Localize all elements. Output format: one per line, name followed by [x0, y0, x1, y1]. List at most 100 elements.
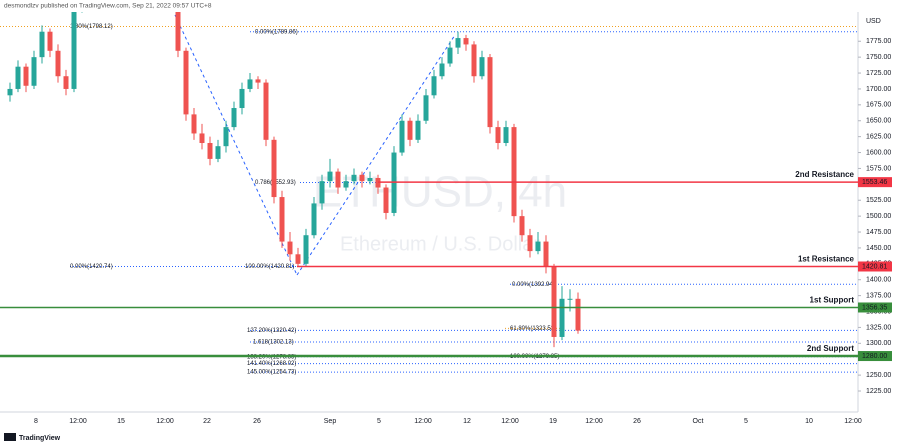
x-tick-label: 19: [549, 418, 557, 425]
fib-label: 1.618(1302.13): [253, 340, 294, 346]
price-tag-label: 1356.35: [862, 304, 887, 311]
candle-body: [423, 95, 429, 121]
candle-body: [223, 127, 229, 147]
x-tick-label: 26: [253, 418, 261, 425]
header: desmondlzv published on TradingView.com,…: [4, 3, 212, 10]
y-tick-label: 1500.00: [866, 213, 891, 220]
y-tick-label: 1725.00: [866, 70, 891, 77]
y-tick-label: 1575.00: [866, 165, 891, 172]
candle-body: [183, 50, 189, 115]
x-tick-label: 12:00: [156, 418, 174, 425]
candle-body: [439, 63, 445, 77]
candle-body: [247, 79, 253, 89]
fib-label: 0.00%(1392.94): [512, 282, 555, 288]
footer: TradingView: [19, 435, 61, 442]
candle-body: [255, 79, 261, 83]
candle-body: [519, 216, 525, 236]
y-tick-label: 1325.00: [866, 324, 891, 331]
candle-body: [39, 31, 45, 58]
candle-body: [327, 171, 333, 182]
candle-body: [271, 139, 277, 198]
candle-body: [527, 235, 533, 252]
candle-body: [23, 66, 29, 86]
candle-body: [335, 171, 341, 188]
x-tick-label: 10: [805, 418, 813, 425]
x-tick-label: 12:00: [844, 418, 862, 425]
level-name: 2nd Support: [807, 344, 854, 353]
watermark-subtitle: Ethereum / U.S. Dollar: [340, 233, 540, 255]
x-tick-label: 8: [34, 418, 38, 425]
candle-body: [447, 47, 453, 64]
candle-body: [559, 298, 565, 337]
candle-body: [567, 298, 573, 300]
candle-body: [303, 235, 309, 264]
fib-label: 0.00%(1420.74): [70, 264, 113, 270]
x-tick-label: Oct: [693, 418, 704, 425]
candle-body: [287, 241, 293, 255]
y-tick-label: 1775.00: [866, 38, 891, 45]
price-tag-label: 1553.46: [862, 179, 887, 186]
level-name: 2nd Resistance: [795, 170, 854, 179]
candle-body: [463, 38, 469, 45]
candle-body: [479, 57, 485, 77]
y-tick-label: 1625.00: [866, 133, 891, 140]
candle-body: [351, 174, 357, 182]
candle-body: [487, 57, 493, 128]
candle-body: [55, 50, 61, 77]
trend-line: [174, 14, 298, 276]
x-tick-label: 12:00: [501, 418, 519, 425]
x-tick-label: 12:00: [585, 418, 603, 425]
y-tick-label: 1300.00: [866, 340, 891, 347]
fib-label: 100.00%(1420.81): [245, 264, 294, 270]
candle-body: [15, 66, 21, 89]
candle-body: [311, 203, 317, 236]
currency-label: USD: [866, 18, 881, 25]
logo: [4, 433, 16, 441]
price-tag: [858, 351, 892, 362]
candle-body: [207, 143, 213, 159]
candle-body: [471, 44, 477, 77]
candle-body: [279, 197, 285, 242]
y-tick-label: 1675.00: [866, 102, 891, 109]
x-tick-label: 5: [744, 418, 748, 425]
fib-label: 145.00%(1254.73): [247, 370, 296, 376]
price-tag: [858, 177, 892, 188]
candle-body: [231, 108, 237, 128]
candle-body: [575, 298, 581, 331]
candle-body: [319, 181, 325, 204]
y-tick-label: 1375.00: [866, 292, 891, 299]
candle-body: [511, 127, 517, 217]
price-tag: [858, 261, 892, 272]
level-name: 1st Resistance: [798, 255, 855, 264]
y-tick-label: 1700.00: [866, 86, 891, 93]
x-tick-label: 12:00: [69, 418, 87, 425]
candle-body: [383, 187, 389, 213]
price-tag-label: 1420.81: [862, 263, 887, 270]
price-tag: [858, 302, 892, 313]
candle-body: [191, 114, 197, 134]
candle-body: [415, 120, 421, 140]
candle-body: [263, 82, 269, 140]
candle-body: [239, 88, 245, 109]
x-tick-label: 12:00: [414, 418, 432, 425]
price-tag-label: 1280.00: [862, 353, 887, 360]
candle-body: [175, 12, 181, 51]
fib-label: 138.20%(1278.83): [247, 354, 296, 360]
y-tick-label: 1450.00: [866, 245, 891, 252]
candle-body: [295, 254, 301, 264]
fib-label: 141.40%(1268.02): [247, 361, 296, 367]
y-tick-label: 1400.00: [866, 277, 891, 284]
fib-label: 1.80%(1798.12): [70, 24, 113, 30]
candle-body: [431, 76, 437, 96]
y-tick-label: 1525.00: [866, 197, 891, 204]
candle-body: [63, 76, 69, 89]
y-tick-label: 1250.00: [866, 372, 891, 379]
x-tick-label: Sep: [324, 418, 337, 425]
candle-body: [7, 88, 13, 96]
x-tick-label: 12: [463, 418, 471, 425]
y-tick-label: 1750.00: [866, 54, 891, 61]
y-tick-label: 1475.00: [866, 229, 891, 236]
fib-label: 0.00%(1789.86): [255, 29, 298, 35]
candle-body: [215, 146, 221, 159]
